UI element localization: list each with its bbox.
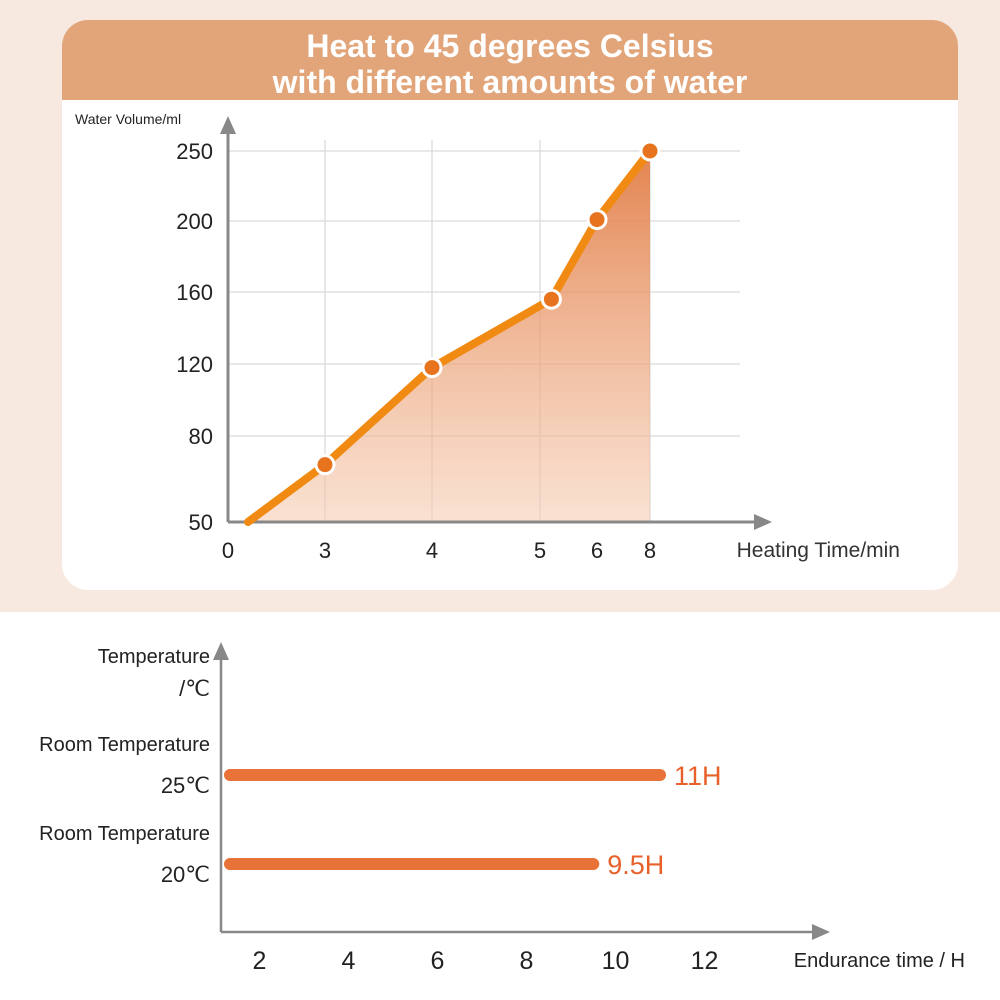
bar-category-label: Room Temperature (39, 734, 210, 756)
x-tick-label: 12 (691, 947, 719, 975)
x-tick-label: 0 (222, 538, 234, 563)
bar-category-sublabel: 25℃ (161, 773, 210, 798)
chart-title-line2: with different amounts of water (272, 64, 748, 100)
x-axis-label: Endurance time / H (794, 950, 965, 972)
y-axis-label: Water Volume/ml (75, 111, 181, 127)
data-point (314, 454, 336, 476)
bar-value-label: 9.5H (607, 850, 664, 880)
x-axis-arrow (812, 924, 830, 940)
y-axis-label-line2: /℃ (179, 676, 210, 701)
data-points (314, 140, 661, 476)
data-point (586, 209, 608, 231)
x-tick-label: 6 (431, 947, 445, 975)
y-axis-arrow (213, 642, 229, 660)
y-tick-label: 120 (176, 352, 213, 377)
y-tick-label: 160 (176, 280, 213, 305)
y-tick-label: 250 (176, 139, 213, 164)
axes (220, 116, 772, 530)
y-tick-label: 80 (189, 424, 213, 449)
bar-category-sublabel: 20℃ (161, 862, 210, 887)
x-tick-label: 4 (342, 947, 356, 975)
x-tick-label: 6 (591, 538, 603, 563)
x-axis-label: Heating Time/min (737, 539, 900, 562)
x-tick-label: 5 (534, 538, 546, 563)
data-point (421, 357, 443, 379)
chart-card: Heat to 45 degrees Celsius with differen… (62, 20, 958, 590)
x-axis-arrow (754, 514, 772, 530)
tick-labels: 2 4 6 8 10 12 (253, 947, 719, 975)
chart-title-banner: Heat to 45 degrees Celsius with differen… (62, 20, 958, 100)
y-axis-label-line1: Temperature (98, 646, 210, 668)
axes (213, 642, 830, 940)
x-tick-label: 2 (253, 947, 267, 975)
x-tick-label: 8 (644, 538, 656, 563)
x-tick-label: 4 (426, 538, 438, 563)
data-point (639, 140, 661, 162)
y-tick-label: 200 (176, 209, 213, 234)
heating-line-chart: 0 3 4 5 6 8 50 80 120 160 200 250 Water Volume/ml H… (75, 111, 900, 563)
x-tick-label: 3 (319, 538, 331, 563)
tick-labels: 0 3 4 5 6 8 50 80 120 160 200 250 (176, 139, 656, 563)
bars: Room Temperature 25℃ 11H Room Temperature 20… (39, 734, 721, 887)
y-tick-label: 50 (189, 510, 213, 535)
data-point (540, 288, 562, 310)
line-layer (244, 147, 654, 526)
area-layer (248, 151, 650, 522)
chart-title-line1: Heat to 45 degrees Celsius (306, 28, 714, 64)
x-tick-label: 10 (602, 947, 630, 975)
y-axis-arrow (220, 116, 236, 134)
bar-value-label: 11H (674, 761, 722, 791)
top-panel: Heat to 45 degrees Celsius with differen… (0, 0, 1000, 612)
x-tick-label: 8 (520, 947, 534, 975)
area-fill (248, 151, 650, 522)
bar-category-label: Room Temperature (39, 823, 210, 845)
series-line (244, 147, 654, 526)
